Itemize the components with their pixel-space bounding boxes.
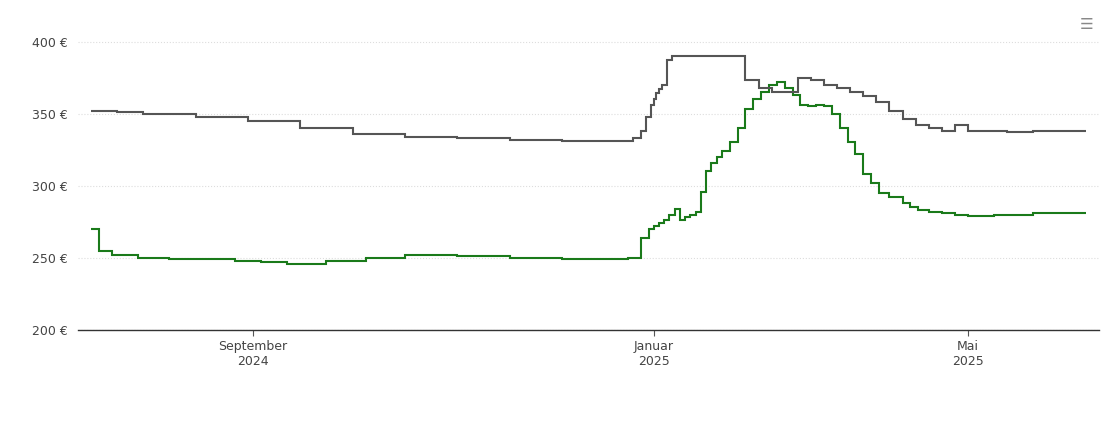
Text: ☰: ☰ — [1080, 17, 1093, 32]
